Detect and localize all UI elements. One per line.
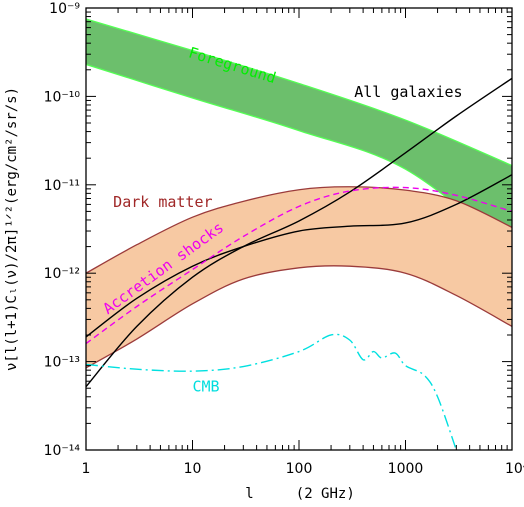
- annotation-cmb: CMB: [193, 377, 220, 395]
- x-axis-title: l (2 GHz): [245, 486, 355, 502]
- y-tick-label: 10⁻¹⁴: [44, 443, 81, 459]
- y-tick-label: 10⁻¹¹: [44, 178, 80, 194]
- y-tick-label: 10⁻¹⁰: [44, 89, 81, 105]
- x-tick-label: 1000: [388, 461, 424, 477]
- series-line-curve-2: [86, 174, 512, 338]
- y-tick-label: 10⁻¹²: [44, 266, 80, 282]
- x-tick-label: 1: [82, 461, 91, 477]
- series-line-all-galaxies: [86, 77, 512, 388]
- x-tick-label: 100: [286, 461, 313, 477]
- band-foreground: [86, 19, 512, 251]
- y-tick-label: 10⁻¹³: [44, 355, 80, 371]
- x-tick-label: 10: [184, 461, 202, 477]
- annotation-all-galaxies: All galaxies: [354, 83, 462, 101]
- band-dark-matter: [86, 186, 512, 368]
- band-foreground-upper-edge: [86, 18, 512, 167]
- bands-layer: [86, 18, 512, 369]
- ticks-layer: [85, 8, 512, 451]
- annotation-dark-matter: Dark matter: [113, 193, 212, 211]
- x-tick-label: 10⁴: [505, 461, 524, 477]
- y-tick-label: 10⁻⁹: [49, 1, 80, 17]
- band-dark-matter-lower-edge: [86, 265, 512, 369]
- y-axis-title: ν[l(l+1)Cₗ(ν)/2π]¹ᐟ²(erg/cm²/sr/s): [4, 87, 20, 371]
- series-line-accretion-shocks: [86, 186, 512, 345]
- band-dark-matter-upper-edge: [86, 186, 512, 274]
- tick-labels-layer: 1 10 100 1000 10⁴ 10⁻¹⁴ 10⁻¹³ 10⁻¹² 10⁻¹¹ 10⁻¹⁰ 10…: [44, 1, 524, 477]
- series-line-cmb: [86, 333, 457, 450]
- series-layer: [86, 77, 512, 450]
